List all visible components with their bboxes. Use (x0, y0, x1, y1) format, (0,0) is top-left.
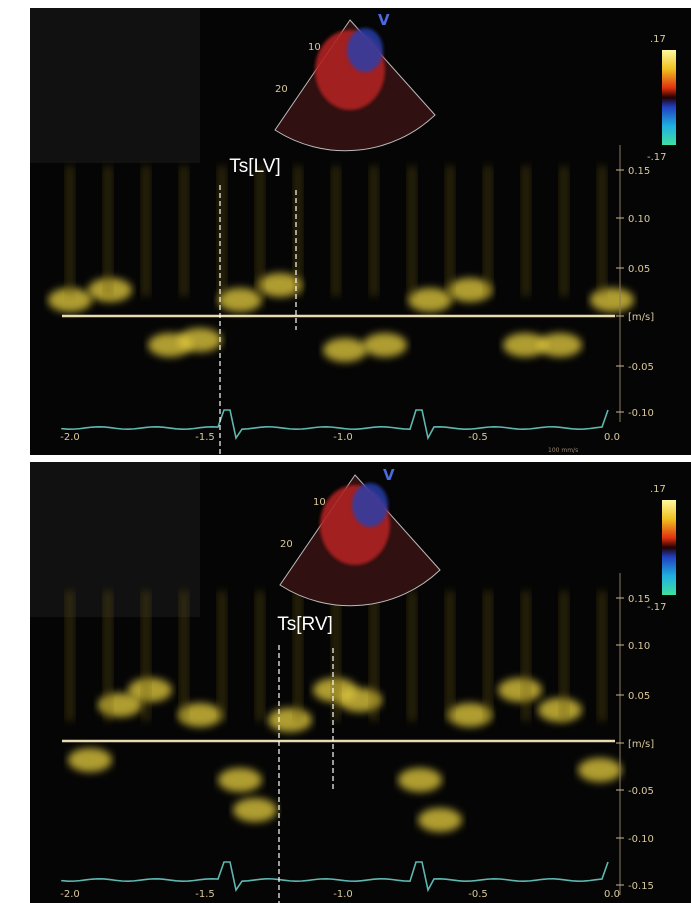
doppler-haze (483, 166, 493, 296)
y-tick-label: [m/s] (628, 739, 654, 750)
x-tick-label: -1.5 (195, 432, 215, 443)
doppler-signal (418, 808, 462, 832)
color-bar (662, 50, 676, 145)
probe-marker: V (378, 11, 390, 29)
doppler-signal (233, 798, 277, 822)
depth-label: 10 (308, 42, 321, 53)
y-tick-label: -0.15 (628, 881, 654, 892)
doppler-signal (578, 758, 622, 782)
doppler-haze (559, 591, 569, 721)
doppler-signal (398, 768, 442, 792)
x-tick-label: -1.5 (195, 889, 215, 900)
y-tick-label: -0.05 (628, 362, 654, 373)
doppler-haze (445, 166, 455, 296)
doppler-signal (323, 338, 367, 362)
doppler-haze (559, 166, 569, 296)
y-tick-label: 0.15 (628, 594, 650, 605)
depth-label: 20 (275, 84, 288, 95)
ts-label: Ts[LV] (229, 156, 280, 177)
probe-marker: V (383, 466, 395, 484)
doppler-signal (178, 328, 222, 352)
color-flow (347, 28, 383, 72)
y-tick-label: 0.05 (628, 691, 650, 702)
y-tick-label: 0.05 (628, 264, 650, 275)
depth-label: 10 (313, 497, 326, 508)
y-tick-label: -0.10 (628, 834, 654, 845)
doppler-signal (498, 678, 542, 702)
doppler-haze (521, 166, 531, 296)
doppler-signal (448, 278, 492, 302)
scale-max: .17 (650, 484, 666, 495)
x-tick-label: 0.0 (604, 432, 620, 443)
doppler-panel: 10 20 V .17 -.17 0.15 0.10 0.05 [m/s] -0.05 -0.10 -… (30, 8, 691, 455)
x-tick-label: 0.0 (604, 889, 620, 900)
x-tick-label: -2.0 (60, 432, 80, 443)
x-tick-label: -1.0 (333, 889, 353, 900)
doppler-haze (179, 166, 189, 296)
doppler-haze (141, 591, 151, 721)
y-tick-label: [m/s] (628, 312, 654, 323)
doppler-haze (217, 591, 227, 721)
doppler-signal (363, 333, 407, 357)
dark-corner (30, 8, 200, 163)
doppler-haze (293, 166, 303, 296)
doppler-haze (407, 591, 417, 721)
ts-label: Ts[RV] (277, 614, 333, 635)
doppler-haze (369, 166, 379, 296)
doppler-haze (369, 591, 379, 721)
doppler-haze (521, 591, 531, 721)
doppler-signal (408, 288, 452, 312)
doppler-haze (103, 591, 113, 721)
ecg-trace (61, 861, 609, 893)
doppler-haze (331, 591, 341, 721)
doppler-signal (218, 768, 262, 792)
x-tick-label: -2.0 (60, 889, 80, 900)
doppler-haze (217, 166, 227, 296)
y-tick-label: 0.10 (628, 641, 650, 652)
doppler-signal (590, 288, 634, 312)
x-tick-label: -0.5 (468, 432, 488, 443)
doppler-signal (48, 288, 92, 312)
doppler-haze (597, 591, 607, 721)
color-bar (662, 500, 676, 595)
doppler-signal (268, 708, 312, 732)
color-flow (352, 483, 388, 527)
doppler-haze (255, 591, 265, 721)
y-tick-label: 0.10 (628, 214, 650, 225)
doppler-haze (293, 591, 303, 721)
doppler-signal (538, 333, 582, 357)
doppler-haze (331, 166, 341, 296)
doppler-haze (407, 166, 417, 296)
doppler-haze (255, 166, 265, 296)
doppler-haze (445, 591, 455, 721)
doppler-signal (503, 333, 547, 357)
doppler-haze (483, 591, 493, 721)
x-tick-label: -1.0 (333, 432, 353, 443)
doppler-haze (103, 166, 113, 296)
doppler-haze (65, 166, 75, 296)
scale-min: -.17 (647, 152, 667, 163)
doppler-signal (258, 273, 302, 297)
scale-max: .17 (650, 34, 666, 45)
ecg-trace (61, 409, 609, 441)
doppler-signal (218, 288, 262, 312)
dark-corner (30, 462, 200, 617)
doppler-signal (68, 748, 112, 772)
sweep-speed: 100 mm/s (548, 447, 578, 454)
x-tick-label: -0.5 (468, 889, 488, 900)
y-tick-label: -0.05 (628, 786, 654, 797)
doppler-haze (179, 591, 189, 721)
doppler-haze (65, 591, 75, 721)
depth-label: 20 (280, 539, 293, 550)
doppler-haze (141, 166, 151, 296)
y-tick-label: -0.10 (628, 408, 654, 419)
y-tick-label: 0.15 (628, 166, 650, 177)
doppler-panel: 10 20 V .17 -.170.15 0.10 0.05 [m/s] -0.05 -0.10 -… (30, 462, 691, 903)
doppler-haze (597, 166, 607, 296)
scale-min: -.17 (647, 602, 667, 613)
doppler-signal (448, 703, 492, 727)
